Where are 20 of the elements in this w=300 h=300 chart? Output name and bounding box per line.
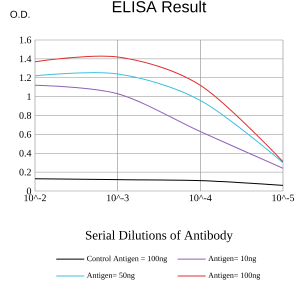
chart-title: ELISA Result — [112, 0, 206, 12]
y-tick-label: 0 — [26, 188, 32, 194]
y-tick-label: 0.4 — [19, 150, 32, 157]
y-tick-label: 0.2 — [19, 168, 31, 176]
x-tick-label: 10^-3 — [107, 194, 129, 202]
line-series — [35, 72, 283, 164]
x-tick-label: 10^-5 — [272, 194, 294, 202]
line-series — [35, 178, 283, 186]
y-tick-label: 0.8 — [19, 112, 32, 119]
y-tick-label: 1.6 — [20, 36, 32, 44]
line-series — [35, 84, 283, 169]
line-series — [35, 56, 283, 162]
y-axis-title: O.D. — [10, 10, 30, 18]
x-axis-title: Serial Dilutions of Antibody — [86, 230, 233, 242]
y-tick-label: 1 — [27, 93, 31, 100]
y-tick-label: 1.2 — [20, 74, 31, 82]
y-tick-label: 0.6 — [19, 130, 32, 138]
y-tick-label: 1.4 — [20, 56, 32, 62]
x-tick-label: 10^-2 — [24, 194, 46, 202]
x-tick-label: 10^-4 — [190, 194, 212, 202]
